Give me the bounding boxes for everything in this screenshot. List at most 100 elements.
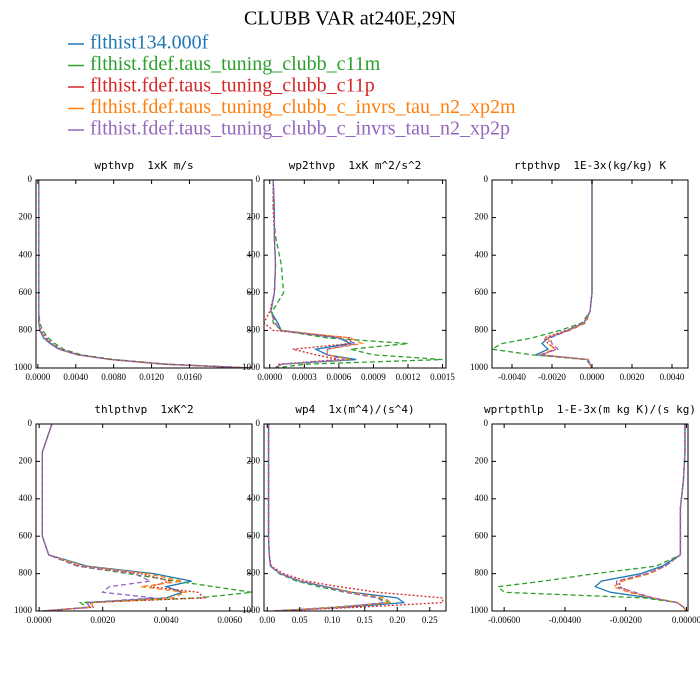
x-tick-label: -0.00600	[488, 615, 521, 625]
x-tick-label: 0.10	[324, 615, 340, 625]
y-tick-label: 200	[19, 455, 33, 465]
profile-line	[492, 180, 593, 368]
y-tick-label: 1000	[470, 605, 489, 615]
y-tick-label: 1000	[242, 605, 261, 615]
y-tick-label: 1000	[14, 362, 33, 372]
legend-label: flthist.fdef.taus_tuning_clubb_c11m	[90, 53, 381, 75]
y-tick-label: 0	[28, 174, 33, 184]
legend-label: flthist134.000f	[90, 32, 209, 54]
x-tick-label: 0.0000	[27, 615, 52, 625]
y-tick-label: 800	[19, 324, 33, 334]
x-tick-label: -0.00400	[549, 615, 582, 625]
y-tick-label: 400	[247, 249, 261, 259]
profile-line	[38, 180, 252, 368]
y-tick-label: 1000	[470, 362, 489, 372]
y-tick-label: 800	[247, 568, 261, 578]
plot-frame	[263, 423, 447, 612]
legend-label: flthist.fdef.taus_tuning_clubb_c_invrs_t…	[90, 96, 516, 118]
legend-label: flthist.fdef.taus_tuning_clubb_c11p	[90, 75, 375, 97]
profile-line	[539, 180, 593, 368]
x-tick-label: 0.0006	[326, 372, 351, 382]
x-tick-label: -0.0020	[538, 372, 566, 382]
profile-line	[539, 180, 593, 368]
y-tick-label: 400	[247, 493, 261, 503]
x-tick-label: 0.0012	[396, 372, 421, 382]
profile-line	[618, 424, 687, 611]
x-tick-label: 0.0009	[361, 372, 386, 382]
x-tick-label: 0.0000	[257, 372, 282, 382]
legend-label: flthist.fdef.taus_tuning_clubb_c_invrs_t…	[90, 118, 510, 140]
plot-frame	[491, 179, 689, 369]
x-tick-label: 0.0060	[217, 615, 242, 625]
x-tick-label: 0.0015	[430, 372, 455, 382]
y-tick-label: 200	[247, 455, 261, 465]
x-tick-label: 0.20	[389, 615, 405, 625]
profile-line	[612, 424, 687, 611]
x-tick-label: 0.0040	[660, 372, 685, 382]
profile-line	[594, 424, 687, 611]
x-tick-label: 0.00000	[672, 615, 700, 625]
profile-line	[41, 424, 252, 611]
panel-title: wp4 1x(m^4)/(s^4)	[295, 403, 414, 416]
y-tick-label: 0	[28, 418, 33, 428]
profile-line	[267, 424, 444, 611]
profile-line	[38, 180, 252, 368]
y-tick-label: 200	[19, 212, 33, 222]
y-tick-label: 1000	[14, 605, 33, 615]
x-tick-label: 0.0160	[177, 372, 202, 382]
profile-line	[267, 424, 391, 611]
profile-line	[496, 424, 687, 611]
y-tick-label: 800	[19, 568, 33, 578]
y-tick-label: 200	[475, 212, 489, 222]
profile-line	[38, 180, 252, 368]
panel-title: wpthvp 1xK m/s	[94, 159, 193, 172]
profile-line	[41, 424, 206, 611]
profile-line	[264, 180, 352, 368]
x-tick-label: 0.0020	[620, 372, 645, 382]
x-tick-label: 0.0000	[26, 372, 51, 382]
x-tick-label: -0.0040	[498, 372, 526, 382]
y-tick-label: 600	[19, 287, 33, 297]
y-tick-label: 400	[475, 493, 489, 503]
plot-frame	[35, 423, 253, 612]
x-tick-label: 0.25	[422, 615, 438, 625]
y-tick-label: 600	[247, 530, 261, 540]
y-tick-label: 600	[475, 287, 489, 297]
profile-line	[41, 424, 154, 611]
y-tick-label: 0	[256, 174, 261, 184]
profile-line	[38, 180, 252, 368]
figure-title: CLUBB VAR at240E,29N	[244, 8, 456, 30]
x-tick-label: 0.05	[292, 615, 308, 625]
profile-line	[41, 424, 188, 611]
x-tick-label: 0.00	[259, 615, 275, 625]
x-tick-label: 0.0040	[63, 372, 88, 382]
y-tick-label: 0	[256, 418, 261, 428]
y-tick-label: 800	[475, 568, 489, 578]
y-tick-label: 200	[247, 212, 261, 222]
x-tick-label: 0.15	[357, 615, 373, 625]
plot-frame	[491, 423, 689, 612]
profile-line	[267, 424, 387, 611]
profile-line	[271, 180, 443, 368]
profile-line	[267, 424, 393, 611]
y-tick-label: 800	[475, 324, 489, 334]
x-tick-label: -0.00200	[610, 615, 643, 625]
y-tick-label: 1000	[242, 362, 261, 372]
profile-line	[541, 180, 593, 368]
panel-title: thlpthvp 1xK^2	[94, 403, 193, 416]
x-tick-label: 0.0120	[139, 372, 164, 382]
y-tick-label: 400	[19, 249, 33, 259]
y-tick-label: 400	[475, 249, 489, 259]
profile-line	[267, 424, 406, 611]
x-tick-label: 0.0020	[90, 615, 115, 625]
y-tick-label: 600	[19, 530, 33, 540]
x-tick-label: 0.0003	[292, 372, 317, 382]
plot-frame	[35, 179, 253, 369]
y-tick-label: 600	[247, 287, 261, 297]
y-tick-label: 800	[247, 324, 261, 334]
profile-line	[615, 424, 687, 611]
x-tick-label: 0.0040	[154, 615, 179, 625]
plot-frame	[263, 179, 447, 369]
profile-line	[38, 180, 252, 368]
panel-title: wp2thvp 1xK m^2/s^2	[289, 159, 421, 172]
